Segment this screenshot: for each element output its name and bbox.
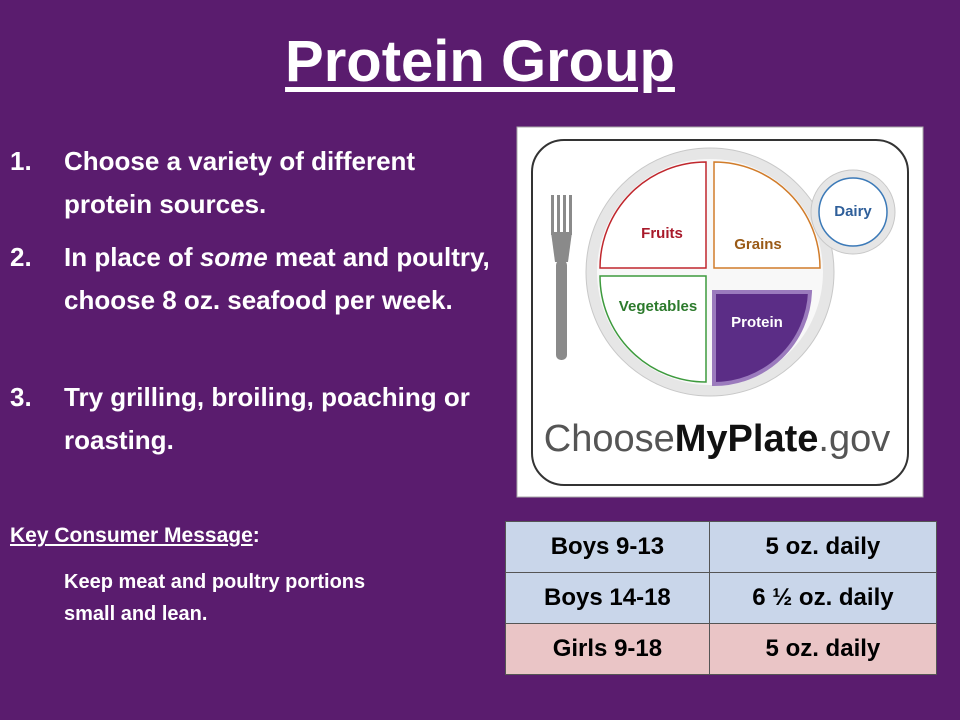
text-part: In place of xyxy=(64,242,200,272)
item-text: Choose a variety of different protein so… xyxy=(64,146,416,219)
text-part: meat and poultry, choose 8 oz. seafood p… xyxy=(64,242,490,315)
brand-part: .gov xyxy=(818,418,890,460)
group-cell: Boys 14-18 xyxy=(505,572,710,624)
key-message-heading: Key Consumer Message: xyxy=(10,524,260,548)
vegetables-label: Vegetables xyxy=(619,298,697,315)
table-row: Girls 9-18 5 oz. daily xyxy=(505,623,938,675)
brand-part: MyPlate xyxy=(675,418,819,460)
item-number: 2. xyxy=(10,242,32,272)
amount-cell: 5 oz. daily xyxy=(708,623,938,675)
item-text: Try grilling, broiling, poaching or roas… xyxy=(64,382,470,455)
list-item: 1. Choose a variety of different protein … xyxy=(10,140,500,226)
group-cell: Girls 9-18 xyxy=(505,623,710,675)
vegetables-section xyxy=(599,275,707,383)
grains-section xyxy=(713,161,821,269)
amount-cell: 6 ½ oz. daily xyxy=(708,572,938,624)
dairy-cup xyxy=(818,177,888,247)
protein-section xyxy=(712,290,813,387)
fork xyxy=(551,195,572,360)
list-item: 2. In place of some meat and poultry, cho… xyxy=(10,236,500,322)
brand-part: Choose xyxy=(544,418,675,460)
item-number: 1. xyxy=(10,146,32,176)
group-cell: Boys 9-13 xyxy=(505,521,710,573)
list-item: 3. Try grilling, broiling, poaching or ro… xyxy=(10,376,500,462)
key-label: Key Consumer Message xyxy=(10,524,253,547)
serving-table: Boys 9-13 5 oz. daily Boys 14-18 6 ½ oz. d… xyxy=(505,521,938,675)
fruits-section xyxy=(599,161,707,269)
title: Protein Group xyxy=(285,29,675,94)
item-text: In place of some meat and poultry, choos… xyxy=(64,236,500,322)
emphasis: some xyxy=(199,242,268,272)
key-colon: : xyxy=(252,524,260,547)
dairy-label: Dairy xyxy=(834,203,872,220)
key-message-text: Keep meat and poultry portions small and… xyxy=(64,571,366,625)
protein-label: Protein xyxy=(731,314,783,331)
item-number: 3. xyxy=(10,382,32,412)
amount-cell: 5 oz. daily xyxy=(708,521,938,573)
grains-label: Grains xyxy=(734,236,782,253)
fruits-label: Fruits xyxy=(641,225,683,242)
table-row: Boys 9-13 5 oz. daily xyxy=(505,521,938,573)
brand: ChooseMyPlate.gov xyxy=(544,418,890,460)
table-row: Boys 14-18 6 ½ oz. daily xyxy=(505,572,938,624)
